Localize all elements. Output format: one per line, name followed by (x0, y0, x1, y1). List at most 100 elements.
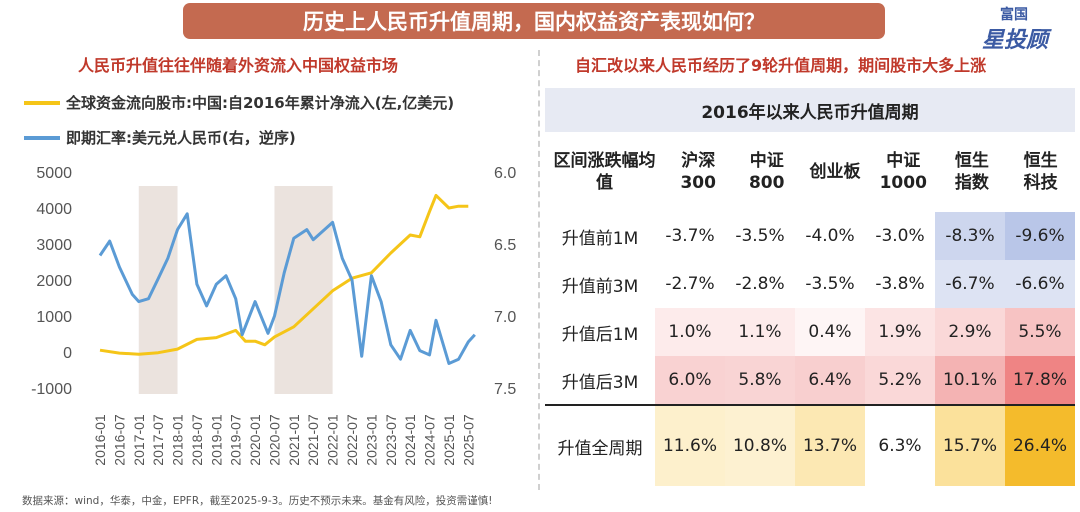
cycle-table: 2016年以来人民币升值周期 区间涨跌幅均值 沪深300 中证800 创业板 中… (545, 88, 1075, 486)
table-row: 升值后1M 1.0% 1.1% 0.4% 1.9% 2.9% 5.5% (545, 308, 1075, 356)
table-cell: -3.5% (725, 212, 795, 260)
legend-label: 即期汇率:美元兑人民币(右，逆序) (66, 129, 296, 147)
x-tick-label: 2018-01 (170, 414, 186, 466)
x-tick-label: 2016-07 (111, 414, 127, 466)
table-cell: 1.0% (655, 308, 725, 356)
row-label: 升值前1M (545, 212, 655, 260)
x-tick-label: 2022-07 (344, 414, 360, 466)
y-left-tick-label: 3000 (36, 237, 72, 254)
table-cell: -3.7% (655, 212, 725, 260)
y-right-tick-label: 6.5 (494, 237, 516, 254)
column-header: 创业板 (800, 132, 870, 212)
table-cell: 6.3% (865, 406, 935, 486)
x-tick-label: 2025-07 (460, 414, 476, 466)
column-header: 中证1000 (869, 132, 938, 212)
row-label: 升值前3M (545, 260, 655, 308)
x-tick-label: 2024-07 (422, 414, 438, 466)
x-tick-label: 2021-07 (305, 414, 321, 466)
x-tick-label: 2022-01 (325, 414, 341, 466)
table-cell: -6.6% (1005, 260, 1075, 308)
table-body: 升值前1M -3.7% -3.5% -4.0% -3.0% -8.3% -9.6% 升值前3M… (545, 212, 1075, 486)
x-tick-label: 2023-07 (383, 414, 399, 466)
table-row: 升值前3M -2.7% -2.8% -3.5% -3.8% -6.7% -6.6% (545, 260, 1075, 308)
table-cell: 17.8% (1005, 356, 1075, 404)
table-cell: 13.7% (795, 406, 865, 486)
column-header: 沪深300 (663, 132, 733, 212)
table-row: 升值全周期 11.6% 10.8% 13.7% 6.3% 15.7% 26.4% (545, 404, 1075, 486)
table-cell: 5.2% (865, 356, 935, 404)
y-left-tick-label: 0 (63, 345, 72, 362)
table-cell: -9.6% (1005, 212, 1075, 260)
table-cell: 6.0% (655, 356, 725, 404)
table-cell: 0.4% (795, 308, 865, 356)
y-right-tick-label: 7.0 (494, 309, 516, 326)
table-cell: -2.8% (725, 260, 795, 308)
table-cell: 5.8% (725, 356, 795, 404)
legend-swatch-yellow (24, 100, 60, 105)
y-right-tick-label: 7.5 (494, 381, 516, 398)
table-cell: 26.4% (1005, 406, 1075, 486)
table-cell: -2.7% (655, 260, 725, 308)
table-cell: 10.8% (725, 406, 795, 486)
legend-item-inflow: 全球资金流向股市:中国:自2016年累计净流入(左,亿美元) (24, 92, 454, 113)
table-cell: -8.3% (935, 212, 1005, 260)
x-tick-label: 2019-01 (208, 414, 224, 466)
table-cell: -3.0% (865, 212, 935, 260)
logo-line2: 星投顾 (982, 28, 1049, 53)
brand-logo: 富国 星投顾 (960, 2, 1072, 54)
y-left-tick-label: 2000 (36, 273, 72, 290)
y-left-tick-label: 1000 (36, 309, 72, 326)
table-cell: -6.7% (935, 260, 1005, 308)
x-tick-label: 2017-01 (131, 414, 147, 466)
table-cell: -4.0% (795, 212, 865, 260)
table-cell: 6.4% (795, 356, 865, 404)
y-left-tick-label: 5000 (36, 165, 72, 182)
x-tick-label: 2025-01 (441, 414, 457, 466)
column-header: 中证800 (732, 132, 801, 212)
page-title: 历史上人民币升值周期，国内权益资产表现如何？ (183, 3, 885, 39)
shaded-period (274, 186, 333, 394)
source-note: 数据来源：wind，华泰，中金，EPFR，截至2025-9-3。历史不预示未来。… (22, 495, 493, 507)
y-left-tick-label: -1000 (31, 381, 72, 398)
x-tick-label: 2016-01 (92, 414, 108, 466)
table-cell: 1.1% (725, 308, 795, 356)
x-tick-label: 2018-07 (189, 414, 205, 466)
panel-divider (538, 50, 540, 490)
row-label: 升值全周期 (545, 406, 655, 486)
y-left-tick-label: 4000 (36, 201, 72, 218)
x-tick-label: 2024-01 (402, 414, 418, 466)
inflow-line (99, 193, 469, 356)
column-header: 恒生指数 (937, 132, 1007, 212)
table-cell: 11.6% (655, 406, 725, 486)
fx-line (98, 212, 476, 365)
table-cell: 10.1% (935, 356, 1005, 404)
x-tick-label: 2017-07 (150, 414, 166, 466)
shaded-period (138, 186, 178, 394)
table-row: 升值前1M -3.7% -3.5% -4.0% -3.0% -8.3% -9.6% (545, 212, 1075, 260)
table-cell: 5.5% (1005, 308, 1075, 356)
row-label: 升值后3M (545, 356, 655, 404)
row-label: 升值后1M (545, 308, 655, 356)
line-chart: 5000 4000 3000 2000 1000 0 -1000 6.0 6.5 7.0 7.5 20… (31, 165, 516, 466)
table-header-row: 区间涨跌幅均值 沪深300 中证800 创业板 中证1000 恒生指数 恒生科技 (545, 132, 1075, 212)
y-right-tick-label: 6.0 (494, 165, 516, 182)
legend-swatch-blue (24, 135, 60, 140)
x-tick-label: 2019-07 (228, 414, 244, 466)
header-row-label: 区间涨跌幅均值 (545, 132, 664, 212)
table-cell: -3.8% (865, 260, 935, 308)
table-row: 升值后3M 6.0% 5.8% 6.4% 5.2% 10.1% 17.8% (545, 356, 1075, 404)
x-tick-label: 2021-01 (286, 414, 302, 466)
right-subtitle: 自汇改以来人民币经历了9轮升值周期，期间股市大多上涨 (575, 56, 987, 75)
x-tick-label: 2020-07 (266, 414, 282, 466)
logo-line1: 富国 (1000, 7, 1028, 23)
table-cell: 15.7% (935, 406, 1005, 486)
x-tick-label: 2023-01 (363, 414, 379, 466)
legend-label: 全球资金流向股市:中国:自2016年累计净流入(左,亿美元) (66, 94, 455, 112)
left-subtitle: 人民币升值往往伴随着外资流入中国权益市场 (78, 56, 399, 75)
table-title: 2016年以来人民币升值周期 (545, 88, 1075, 132)
column-header: 恒生科技 (1006, 132, 1075, 212)
legend-item-fx: 即期汇率:美元兑人民币(右，逆序) (24, 127, 296, 148)
x-tick-label: 2020-01 (247, 414, 263, 466)
table-cell: 1.9% (865, 308, 935, 356)
table-cell: 2.9% (935, 308, 1005, 356)
